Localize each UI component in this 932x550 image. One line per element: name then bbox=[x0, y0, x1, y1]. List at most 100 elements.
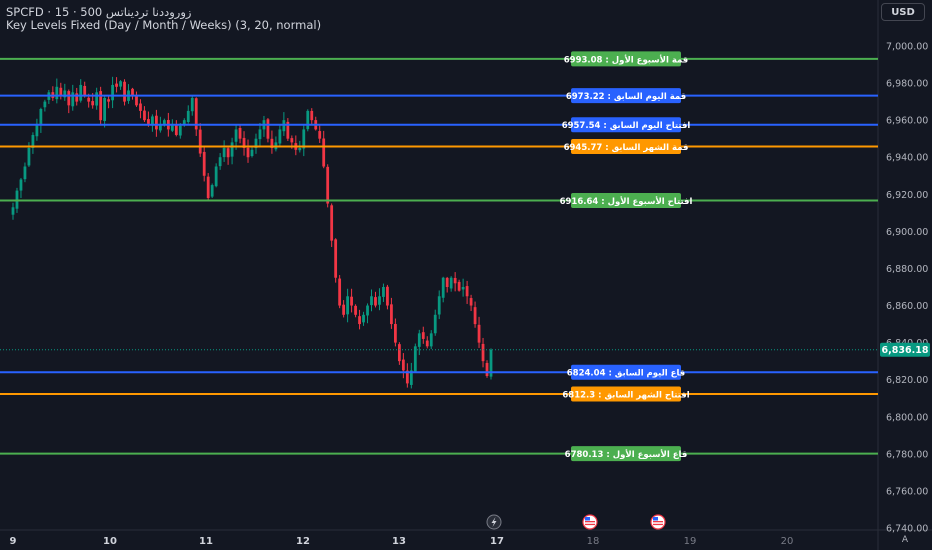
candle-body bbox=[397, 344, 401, 362]
candle-body bbox=[107, 99, 110, 102]
candle-body bbox=[250, 149, 254, 157]
auto-scale-button[interactable]: A bbox=[901, 535, 909, 545]
candle-body bbox=[318, 131, 322, 139]
candle-body bbox=[489, 349, 493, 377]
candle-body bbox=[366, 305, 369, 316]
candle-body bbox=[421, 332, 425, 339]
candle-body bbox=[405, 370, 409, 384]
candle-body bbox=[238, 127, 242, 139]
candle-body bbox=[226, 148, 230, 158]
us-flag-icon[interactable] bbox=[650, 514, 666, 530]
candle-body bbox=[354, 305, 357, 315]
key-level-label-box[interactable] bbox=[571, 139, 681, 155]
candle-body bbox=[417, 333, 421, 347]
x-tick-label: 19 bbox=[684, 536, 697, 547]
candle-body bbox=[119, 81, 122, 87]
candle-body bbox=[218, 157, 222, 167]
candle-body bbox=[441, 277, 445, 298]
candle-body bbox=[270, 138, 274, 148]
x-tick-label: 10 bbox=[103, 536, 117, 547]
currency-button[interactable]: USD bbox=[881, 3, 925, 21]
candle-body bbox=[322, 138, 326, 167]
candle-body bbox=[63, 90, 67, 98]
key-level-label-box[interactable] bbox=[571, 364, 681, 380]
candle-body bbox=[409, 370, 413, 385]
candle-body bbox=[194, 98, 198, 130]
candle-body bbox=[457, 281, 461, 291]
candle-body bbox=[230, 142, 234, 157]
candle-body bbox=[445, 277, 449, 287]
candle-body bbox=[43, 101, 47, 108]
candle-body bbox=[266, 119, 270, 139]
candle-body bbox=[59, 87, 63, 97]
candle-body bbox=[143, 110, 146, 121]
candle-body bbox=[334, 239, 338, 278]
key-level-label-box[interactable] bbox=[571, 446, 681, 462]
candle-body bbox=[338, 278, 342, 306]
y-tick-label: 6,940.00 bbox=[886, 153, 928, 164]
candle-body bbox=[278, 129, 282, 144]
candle-body bbox=[386, 286, 389, 306]
candle-body bbox=[151, 116, 154, 126]
last-price-tag bbox=[880, 342, 930, 357]
candle-body bbox=[370, 296, 373, 306]
candle-body bbox=[99, 91, 103, 121]
y-tick-label: 6,980.00 bbox=[886, 79, 928, 90]
candle-body bbox=[413, 346, 417, 372]
lightning-icon[interactable] bbox=[486, 514, 502, 530]
candle-body bbox=[469, 298, 473, 306]
key-level-label: قمة الأسبوع الأول : 6993.08 bbox=[564, 54, 688, 65]
candle-body bbox=[155, 115, 158, 130]
candle-body bbox=[378, 296, 381, 305]
candle-body bbox=[465, 286, 469, 297]
candle-body bbox=[326, 166, 330, 204]
candle-body bbox=[330, 205, 334, 241]
candle-body bbox=[350, 296, 353, 306]
y-tick-label: 6,780.00 bbox=[886, 449, 928, 460]
candle-body bbox=[178, 125, 182, 136]
candle-body bbox=[55, 86, 59, 100]
candle-body bbox=[258, 129, 262, 140]
key-level-label-box[interactable] bbox=[571, 51, 681, 67]
key-level-label-box[interactable] bbox=[571, 386, 681, 402]
candle-body bbox=[473, 307, 477, 325]
candle-body bbox=[19, 179, 23, 191]
key-level-label-box[interactable] bbox=[571, 88, 681, 104]
candle-body bbox=[429, 333, 433, 347]
candle-body bbox=[79, 84, 83, 101]
key-level-label-box[interactable] bbox=[571, 193, 681, 209]
x-tick-label: 11 bbox=[199, 536, 213, 547]
candle-body bbox=[302, 129, 306, 149]
candle-body bbox=[103, 97, 107, 122]
indicator-title[interactable]: Key Levels Fixed (Day / Month / Weeks) (… bbox=[6, 18, 322, 32]
y-tick-label: 6,900.00 bbox=[886, 227, 928, 238]
candle-body bbox=[115, 83, 118, 87]
last-price-label: 6,836.18 bbox=[882, 345, 929, 356]
symbol-title[interactable]: SPCFD · 15 · 500 زوروددنا ترديناتس bbox=[6, 5, 192, 19]
y-tick-label: 7,000.00 bbox=[886, 42, 928, 53]
key-level-label: قاع اليوم السابق : 6824.04 bbox=[567, 369, 685, 379]
candle-body bbox=[290, 138, 294, 143]
candle-body bbox=[186, 110, 190, 123]
key-level-label: قمة الشهر السابق : 6945.77 bbox=[564, 143, 689, 153]
candle-body bbox=[214, 166, 218, 187]
candle-body bbox=[449, 277, 453, 289]
y-tick-label: 6,740.00 bbox=[886, 524, 928, 535]
x-tick-label: 17 bbox=[490, 536, 504, 547]
candle-body bbox=[362, 314, 365, 323]
us-flag-icon[interactable] bbox=[582, 514, 598, 530]
candle-body bbox=[39, 109, 43, 126]
y-tick-label: 6,800.00 bbox=[886, 412, 928, 423]
key-level-label-box[interactable] bbox=[571, 117, 681, 133]
candle-body bbox=[11, 207, 15, 215]
candle-body bbox=[23, 166, 27, 180]
candle-body bbox=[206, 176, 210, 199]
y-tick-label: 6,880.00 bbox=[886, 264, 928, 275]
candle-body bbox=[83, 85, 87, 97]
candle-body bbox=[198, 129, 202, 154]
candle-body bbox=[190, 97, 194, 112]
y-tick-label: 6,860.00 bbox=[886, 301, 928, 312]
x-tick-label: 9 bbox=[10, 536, 17, 547]
candle-body bbox=[382, 287, 385, 297]
